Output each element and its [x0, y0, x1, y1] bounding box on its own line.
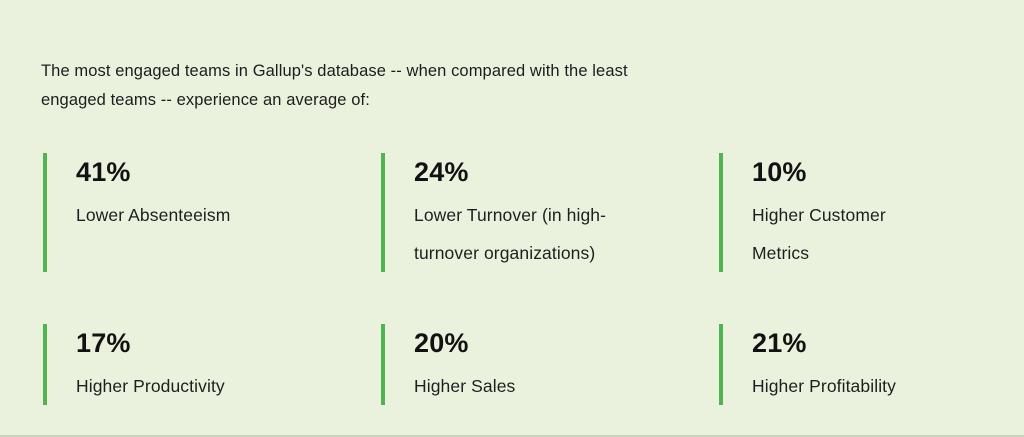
- stat-card-lower-turnover: 24% Lower Turnover (in high-turnover org…: [381, 153, 719, 272]
- stat-label: Higher Customer Metrics: [752, 205, 886, 263]
- stat-value: 17%: [76, 328, 131, 358]
- stat-label: Higher Sales: [414, 376, 516, 396]
- stat-card-higher-productivity: 17% Higher Productivity: [43, 324, 381, 405]
- stat-label: Lower Absenteeism: [76, 205, 231, 225]
- stat-card-higher-profitability: 21% Higher Profitability: [719, 324, 1024, 405]
- stat-value: 24%: [414, 157, 469, 187]
- stat-card-higher-sales: 20% Higher Sales: [381, 324, 719, 405]
- stat-value: 21%: [752, 328, 807, 358]
- stats-grid: 41% Lower Absenteeism 24% Lower Turnover…: [43, 153, 1024, 405]
- stat-label: Higher Productivity: [76, 376, 225, 396]
- stat-value: 20%: [414, 328, 469, 358]
- stat-value: 10%: [752, 157, 807, 187]
- stat-label: Higher Profitability: [752, 376, 896, 396]
- stat-card-higher-customer-metrics: 10% Higher Customer Metrics: [719, 153, 1024, 272]
- stat-label: Lower Turnover (in high-turnover organiz…: [414, 205, 607, 263]
- intro-text: The most engaged teams in Gallup's datab…: [41, 62, 628, 109]
- stat-value: 41%: [76, 157, 131, 187]
- stat-card-lower-absenteeism: 41% Lower Absenteeism: [43, 153, 381, 272]
